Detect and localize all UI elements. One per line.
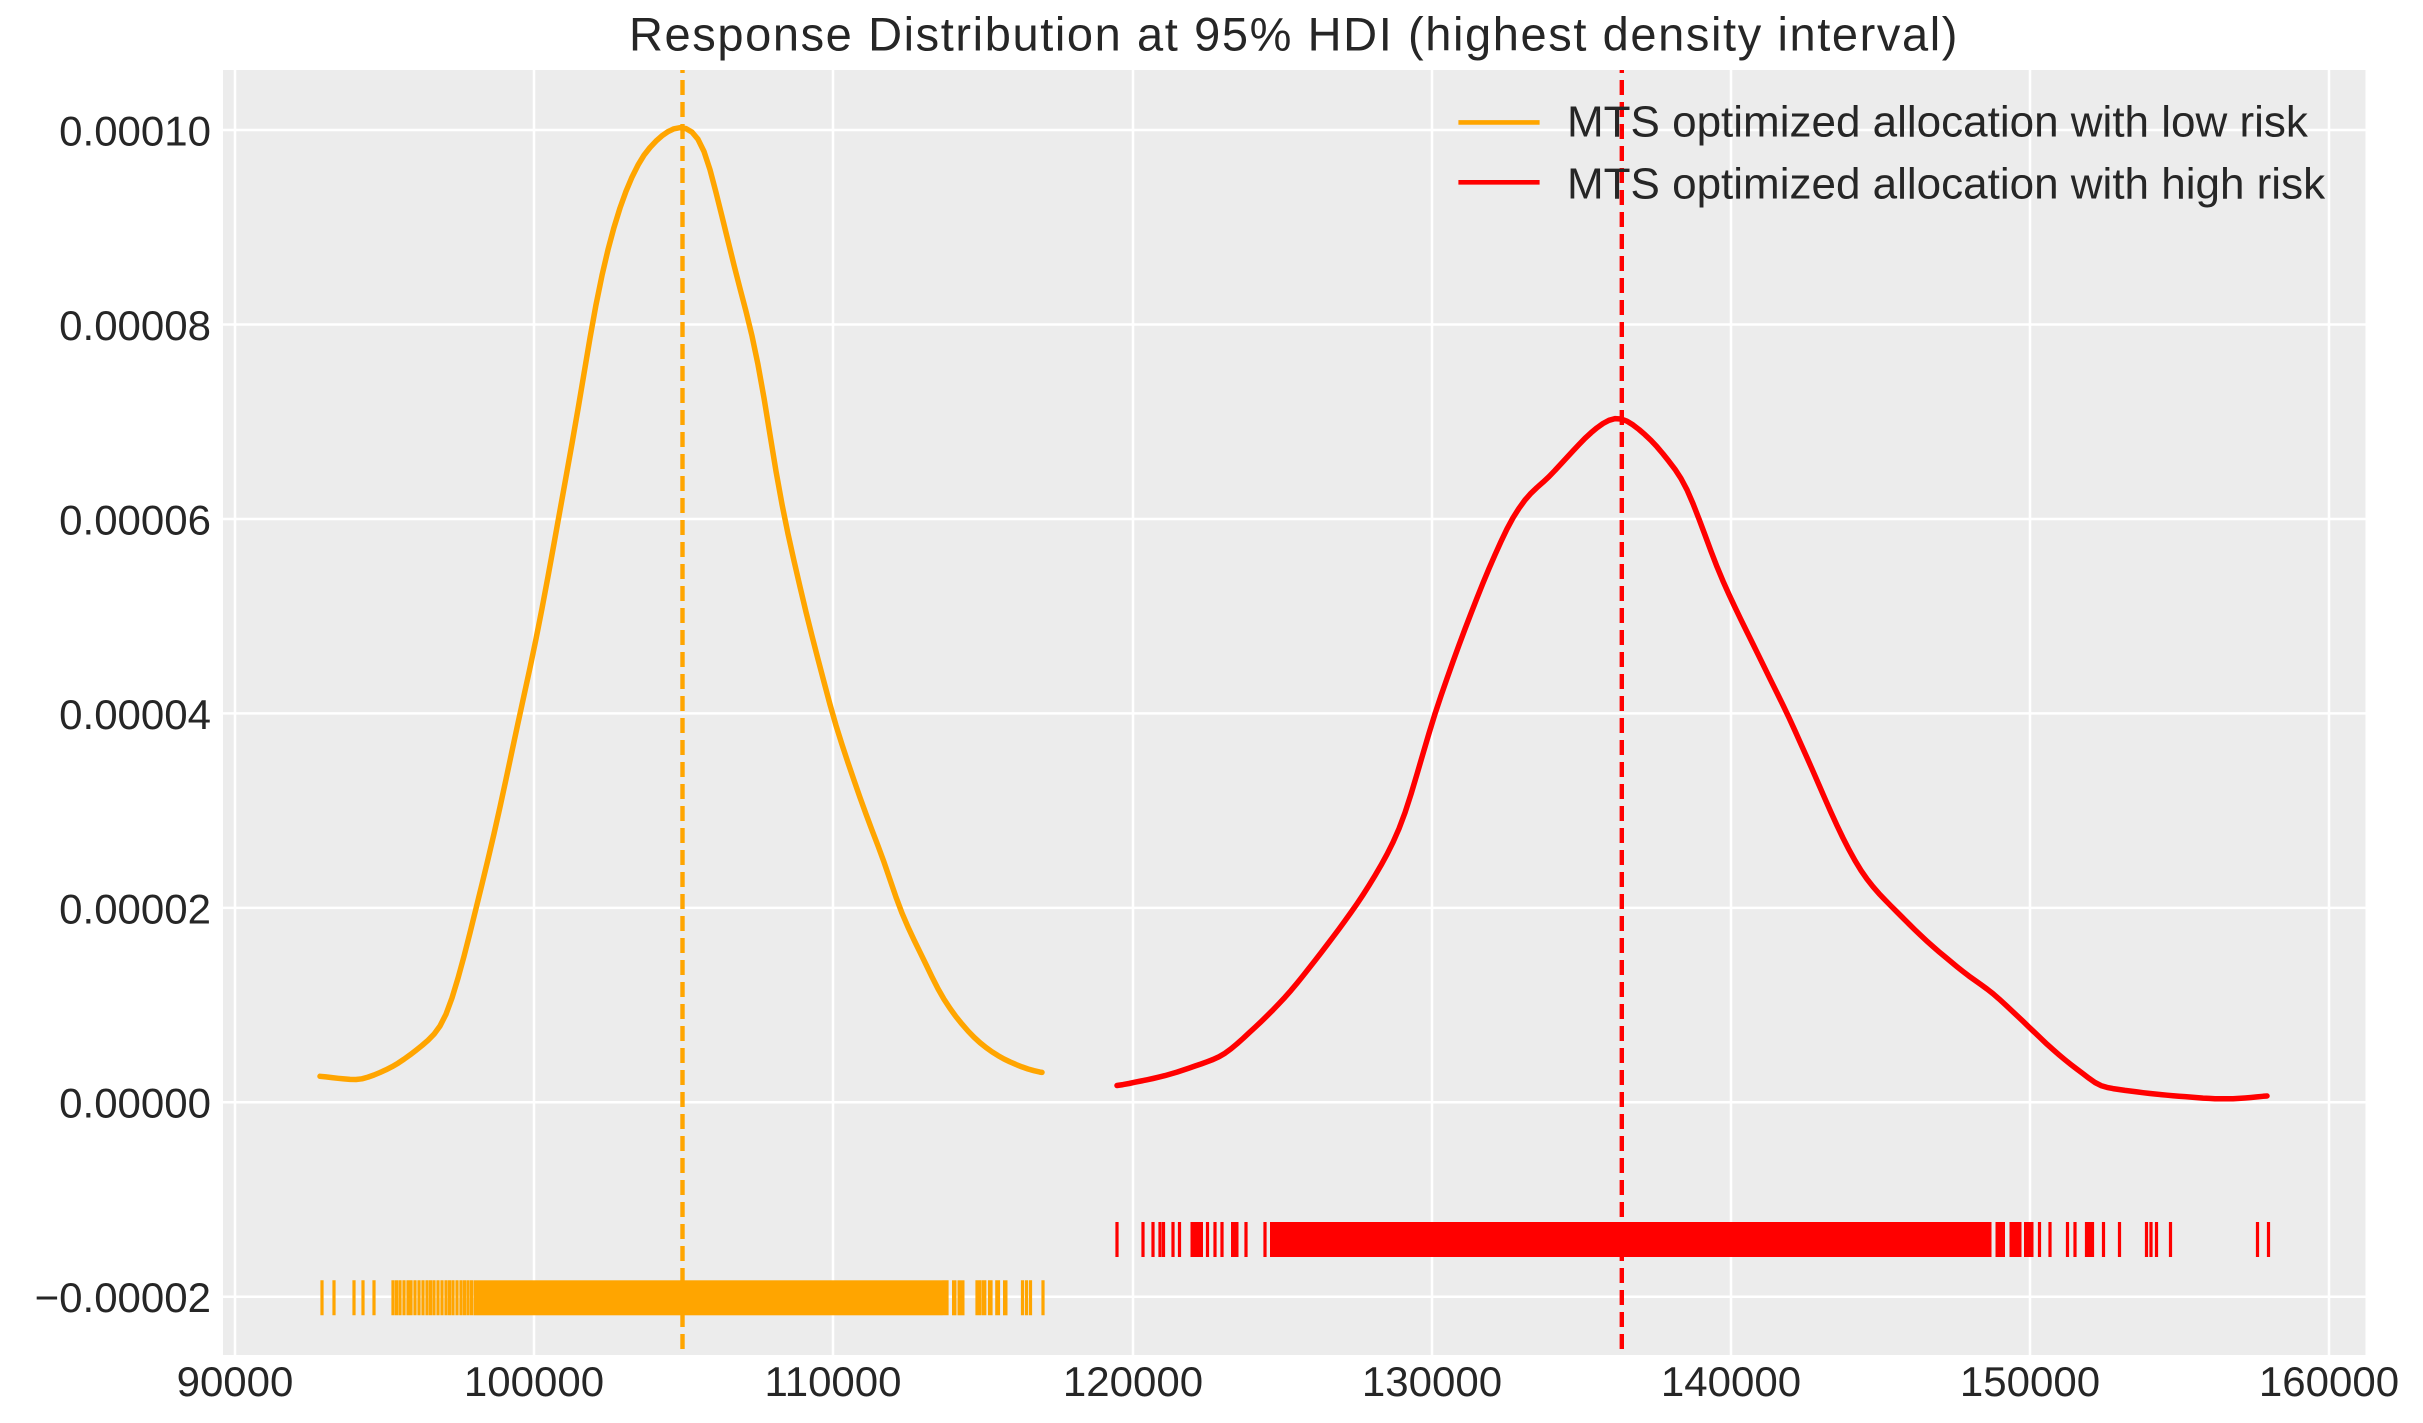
svg-text:MTS optimized allocation with: MTS optimized allocation with high risk	[1567, 159, 2326, 208]
svg-text:100000: 100000	[464, 1358, 604, 1405]
svg-text:120000: 120000	[1063, 1358, 1203, 1405]
svg-text:MTS optimized allocation with: MTS optimized allocation with low risk	[1567, 98, 2309, 147]
svg-text:140000: 140000	[1661, 1358, 1801, 1405]
svg-text:160000: 160000	[2259, 1358, 2399, 1405]
svg-text:150000: 150000	[1960, 1358, 2100, 1405]
svg-text:0.00010: 0.00010	[59, 107, 211, 154]
svg-text:0.00000: 0.00000	[59, 1080, 211, 1127]
svg-text:0.00002: 0.00002	[59, 885, 211, 932]
svg-text:0.00008: 0.00008	[59, 302, 211, 349]
svg-text:Response Distribution at 95% H: Response Distribution at 95% HDI (highes…	[629, 8, 1959, 61]
svg-text:130000: 130000	[1362, 1358, 1502, 1405]
svg-text:110000: 110000	[764, 1358, 901, 1405]
svg-text:0.00006: 0.00006	[59, 496, 211, 543]
svg-text:0.00004: 0.00004	[59, 691, 211, 738]
svg-text:90000: 90000	[177, 1358, 294, 1405]
svg-text:−0.00002: −0.00002	[35, 1274, 211, 1321]
